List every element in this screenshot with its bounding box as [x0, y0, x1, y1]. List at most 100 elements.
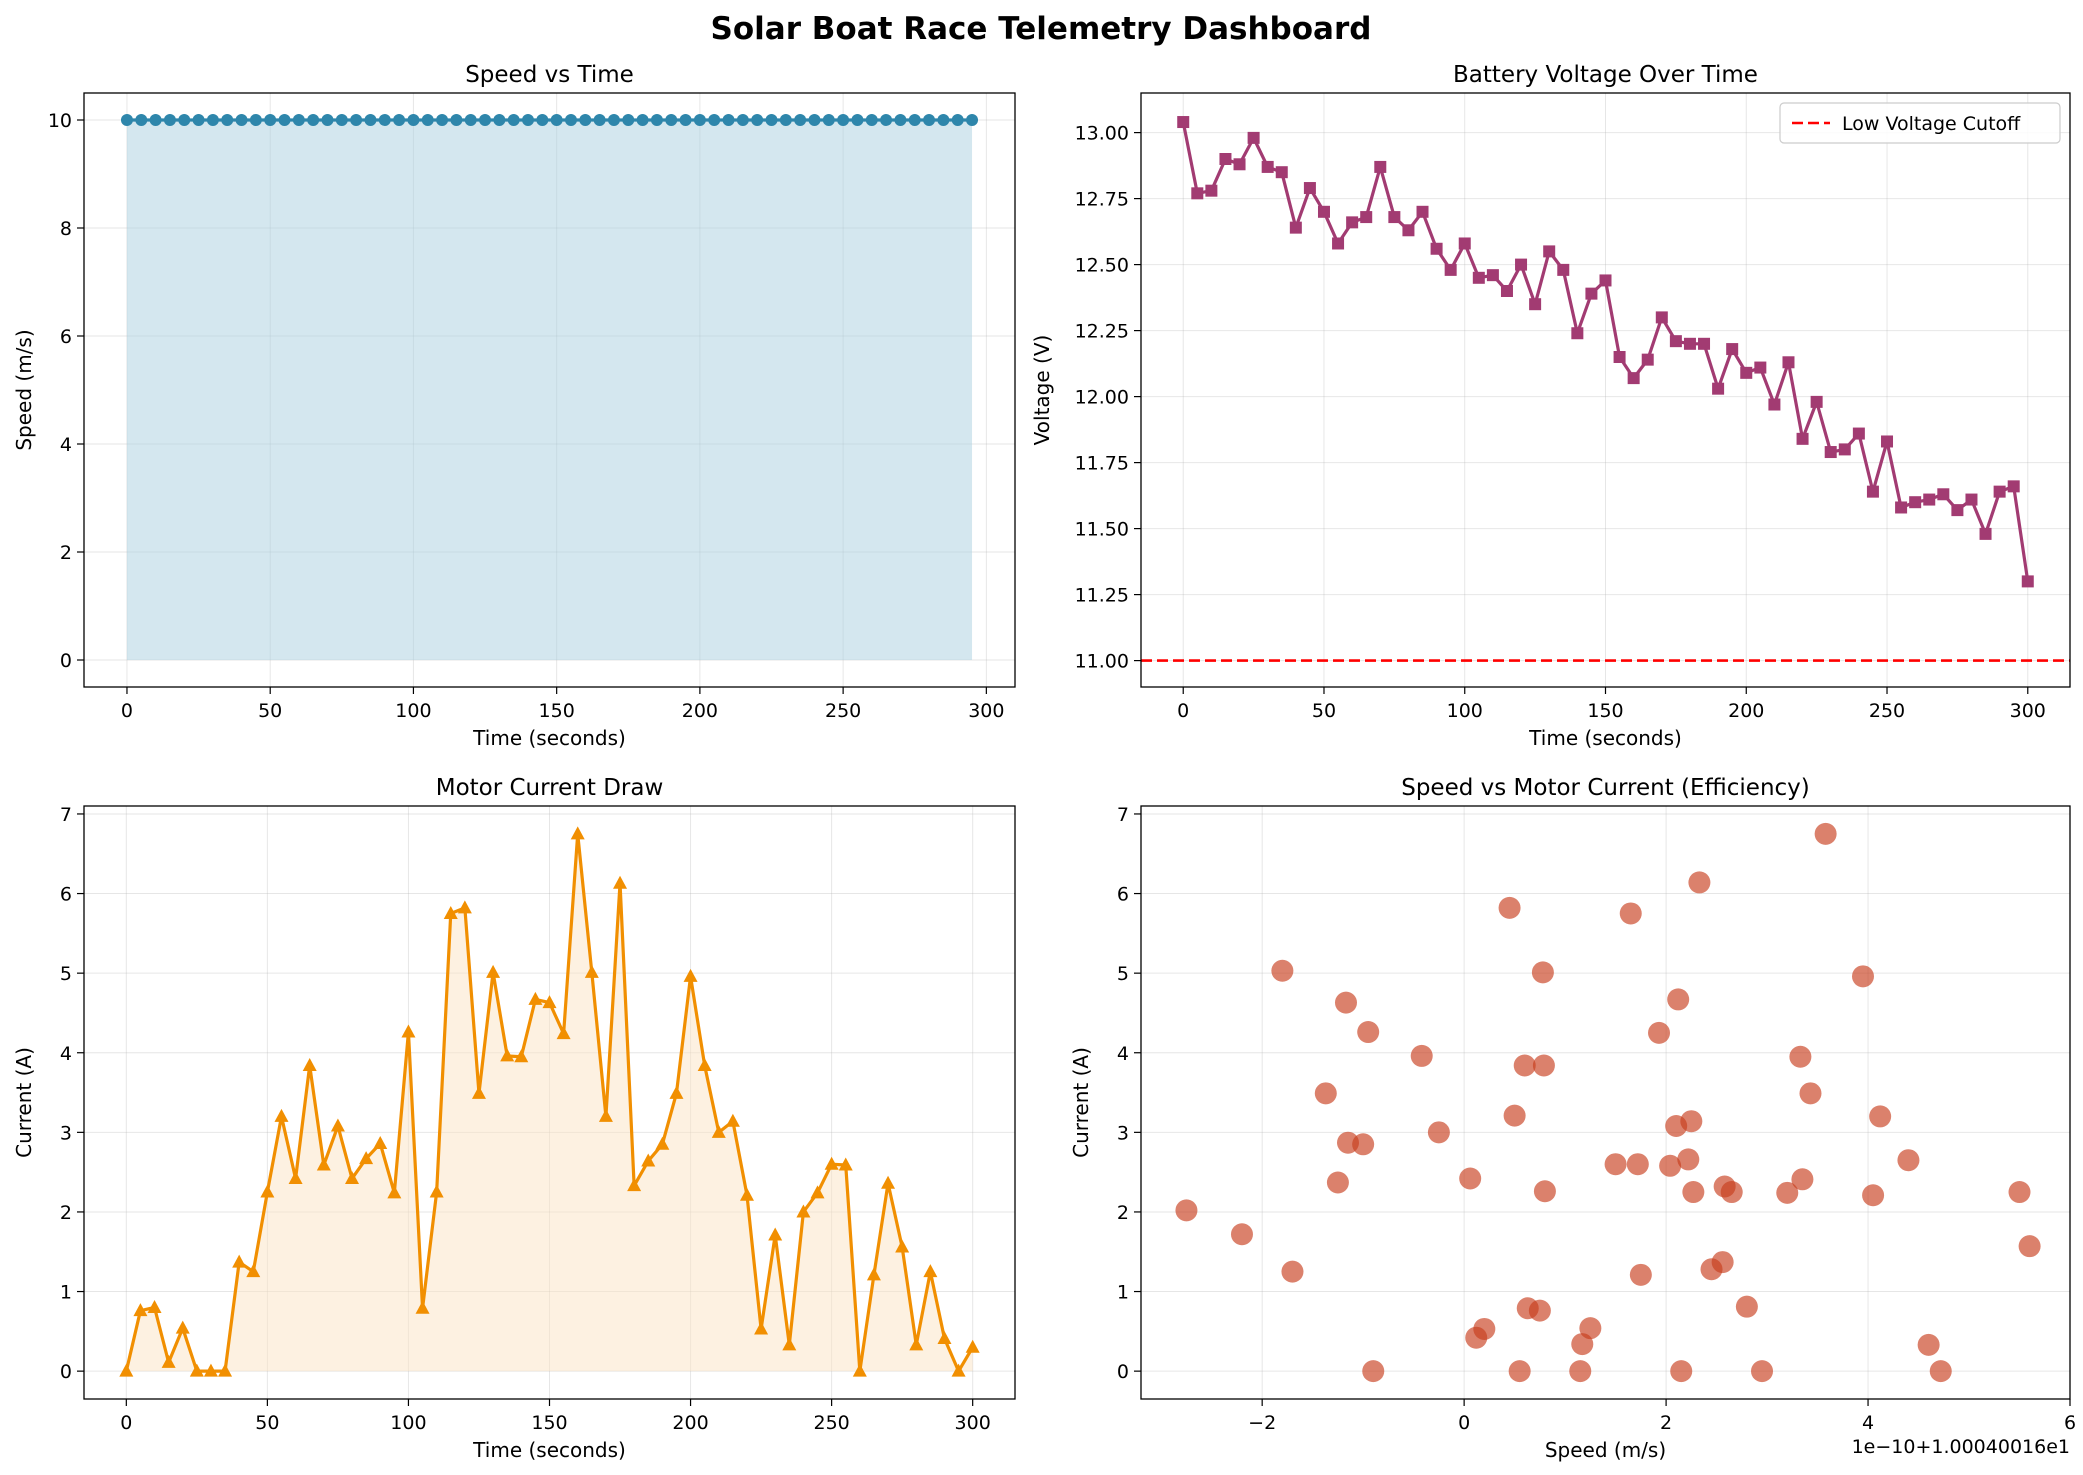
x-tick-label: 6 [2064, 1412, 2076, 1434]
data-point-9 [249, 114, 262, 126]
data-point-23 [1500, 285, 1513, 297]
data-point-34 [598, 1108, 613, 1122]
data-point-16 [350, 114, 363, 126]
chart-title: Motor Current Draw [436, 775, 664, 801]
data-point-7 [221, 114, 234, 126]
data-point-2 [149, 114, 162, 126]
efficiency-scatter-chart: −2 0 2 4 6 0 1 2 3 4 5 6 7 Speed vs Motor Current (Ef… [1069, 775, 2076, 1462]
data-point-56 [923, 114, 936, 126]
data-point-18 [378, 114, 391, 126]
data-point-36 [627, 1178, 642, 1192]
data-point-47 [782, 1337, 797, 1351]
chart-title: Battery Voltage Over Time [1453, 62, 1758, 88]
chart-title: Speed vs Time [465, 62, 634, 88]
plot-frame [83, 92, 1016, 688]
x-axis-label: Time (seconds) [472, 726, 626, 750]
data-point-12 [1427, 1121, 1450, 1144]
data-point-8 [1289, 221, 1302, 234]
data-point-57 [1979, 527, 1992, 540]
data-point-54 [894, 114, 907, 126]
data-point-30 [1599, 274, 1612, 287]
data-point-60 [965, 1339, 980, 1353]
data-point-58 [1993, 485, 2006, 498]
y-axis-label: Speed (m/s) [12, 329, 36, 450]
data-point-19 [1513, 1054, 1536, 1077]
data-point-23 [443, 905, 458, 919]
data-point-9 [246, 1264, 261, 1278]
y-tick-label: 6 [1117, 884, 1129, 906]
data-point-11 [1410, 1044, 1433, 1067]
data-point-3 [1219, 153, 1232, 165]
data-point-56 [1965, 493, 1978, 506]
data-point-22 [429, 1184, 444, 1198]
data-point-23 [1532, 1054, 1555, 1077]
y-axis-label: Current (A) [1069, 1047, 1093, 1158]
data-point-20 [1458, 237, 1471, 250]
data-point-13 [302, 1057, 317, 1071]
motor-current-chart: 0 50 100 150 200 250 300 0 1 2 3 4 5 6 7 Motor Current … [12, 775, 1016, 1462]
data-point-25 [1569, 1360, 1592, 1383]
data-point-44 [751, 114, 764, 126]
x-tick-label: 50 [258, 700, 282, 722]
data-point-52 [1851, 965, 1874, 988]
data-point-57 [1929, 1360, 1952, 1383]
data-point-42 [1711, 1251, 1734, 1274]
data-point-9 [1352, 1133, 1375, 1156]
data-point-39 [679, 114, 692, 126]
data-point-47 [1838, 443, 1851, 456]
data-point-5 [1247, 131, 1260, 144]
data-point-4 [175, 1320, 190, 1334]
data-point-58 [937, 1331, 952, 1345]
y-tick-label: 12.75 [1075, 189, 1129, 211]
data-point-4 [1233, 158, 1246, 171]
x-tick-label: 200 [682, 700, 718, 722]
x-axis-label: Time (seconds) [472, 1438, 626, 1462]
data-point-53 [1923, 493, 1936, 506]
data-point-19 [387, 1185, 402, 1199]
data-point-55 [895, 1239, 910, 1253]
data-point-33 [1641, 353, 1654, 366]
data-point-54 [881, 1175, 896, 1189]
y-tick-label: 11.75 [1075, 453, 1129, 475]
data-point-50 [824, 1156, 839, 1170]
data-point-45 [1810, 395, 1823, 408]
data-point-14 [321, 114, 334, 126]
data-point-16 [1402, 224, 1415, 237]
data-point-30 [542, 995, 557, 1009]
data-point-45 [765, 114, 778, 126]
x-tick-label: 150 [1587, 700, 1623, 722]
data-point-18 [1430, 242, 1443, 255]
data-point-34 [607, 114, 620, 126]
data-point-12 [1346, 216, 1359, 229]
data-point-48 [808, 114, 821, 126]
y-tick-label: 2 [60, 1202, 72, 1224]
data-point-24 [1515, 258, 1528, 271]
data-point-18 [1508, 1360, 1531, 1383]
dashboard-title: Solar Boat Race Telemetry Dashboard [711, 11, 1372, 47]
data-point-7 [1314, 1082, 1337, 1105]
data-point-44 [1720, 1181, 1743, 1204]
y-tick-label: 5 [1117, 963, 1129, 985]
y-tick-label: 3 [1117, 1122, 1129, 1144]
data-point-6 [1261, 160, 1274, 173]
data-point-8 [235, 114, 248, 126]
data-point-17 [364, 114, 377, 126]
data-point-34 [1655, 311, 1668, 324]
data-point-15 [1388, 211, 1401, 224]
data-point-46 [1751, 1360, 1774, 1383]
data-point-39 [669, 1085, 684, 1099]
x-axis-label: Time (seconds) [1528, 726, 1682, 750]
data-point-37 [1698, 337, 1711, 350]
data-point-51 [851, 114, 864, 126]
data-point-20 [407, 114, 420, 126]
data-point-51 [838, 1157, 853, 1171]
x-tick-label: 200 [1728, 700, 1764, 722]
y-tick-label: 5 [60, 963, 72, 985]
data-point-46 [779, 114, 792, 126]
data-point-6 [1357, 1021, 1380, 1044]
data-point-16 [1498, 896, 1521, 919]
x-tick-label: 100 [1447, 700, 1483, 722]
data-point-44 [739, 1187, 754, 1201]
y-tick-label: 12.00 [1075, 387, 1129, 409]
data-point-21 [421, 114, 434, 126]
